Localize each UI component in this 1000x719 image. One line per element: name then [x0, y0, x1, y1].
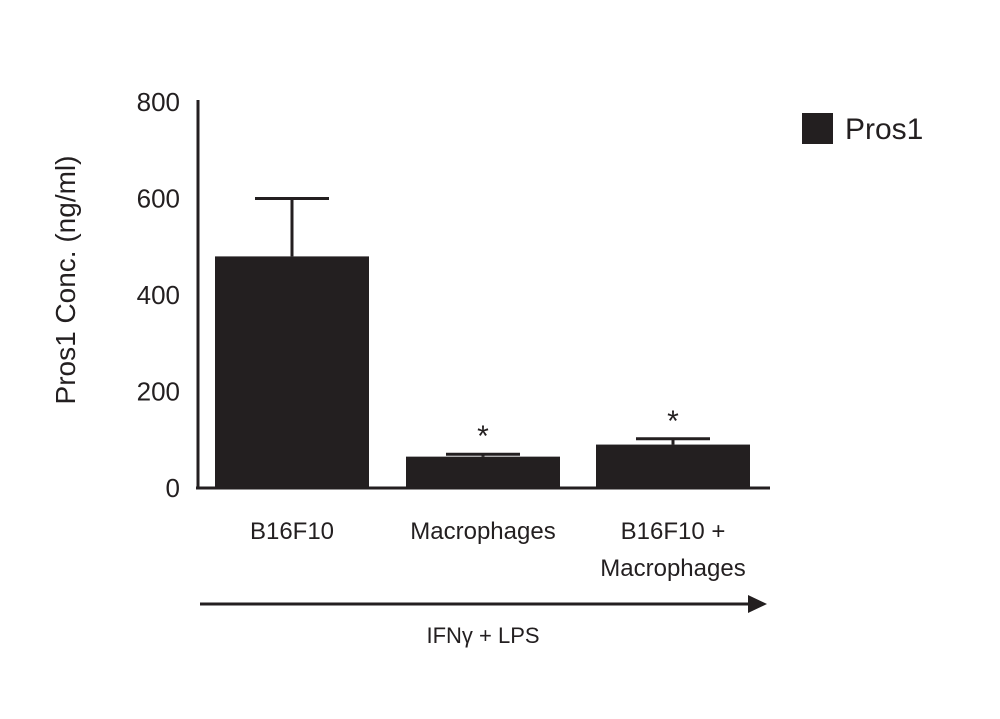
legend-swatch	[802, 113, 833, 144]
y-tick-label: 0	[166, 473, 180, 503]
y-axis-title: Pros1 Conc. (ng/ml)	[50, 156, 81, 405]
significance-marker: *	[477, 420, 489, 453]
y-tick-label: 200	[137, 377, 180, 407]
category-label: Macrophages	[410, 518, 555, 545]
bar	[596, 444, 750, 488]
arrow-head	[748, 595, 767, 613]
treatment-arrow: IFNγ + LPS	[200, 595, 767, 648]
treatment-label: IFNγ + LPS	[426, 623, 539, 648]
bars-group: * *	[215, 197, 750, 488]
bar	[406, 456, 560, 488]
y-tick-label: 400	[137, 280, 180, 310]
category-label-line2: Macrophages	[600, 555, 745, 582]
category-label: B16F10	[250, 518, 334, 545]
legend-label: Pros1	[845, 113, 923, 146]
y-axis-ticks: 0 200 400 600 800	[137, 87, 180, 503]
legend: Pros1	[802, 113, 923, 146]
significance-marker: *	[667, 405, 679, 438]
y-tick-label: 600	[137, 184, 180, 214]
category-label: B16F10 +	[621, 518, 726, 545]
bar	[215, 256, 369, 488]
y-tick-label: 800	[137, 87, 180, 117]
category-labels: B16F10 Macrophages B16F10 + Macrophages	[250, 518, 746, 582]
